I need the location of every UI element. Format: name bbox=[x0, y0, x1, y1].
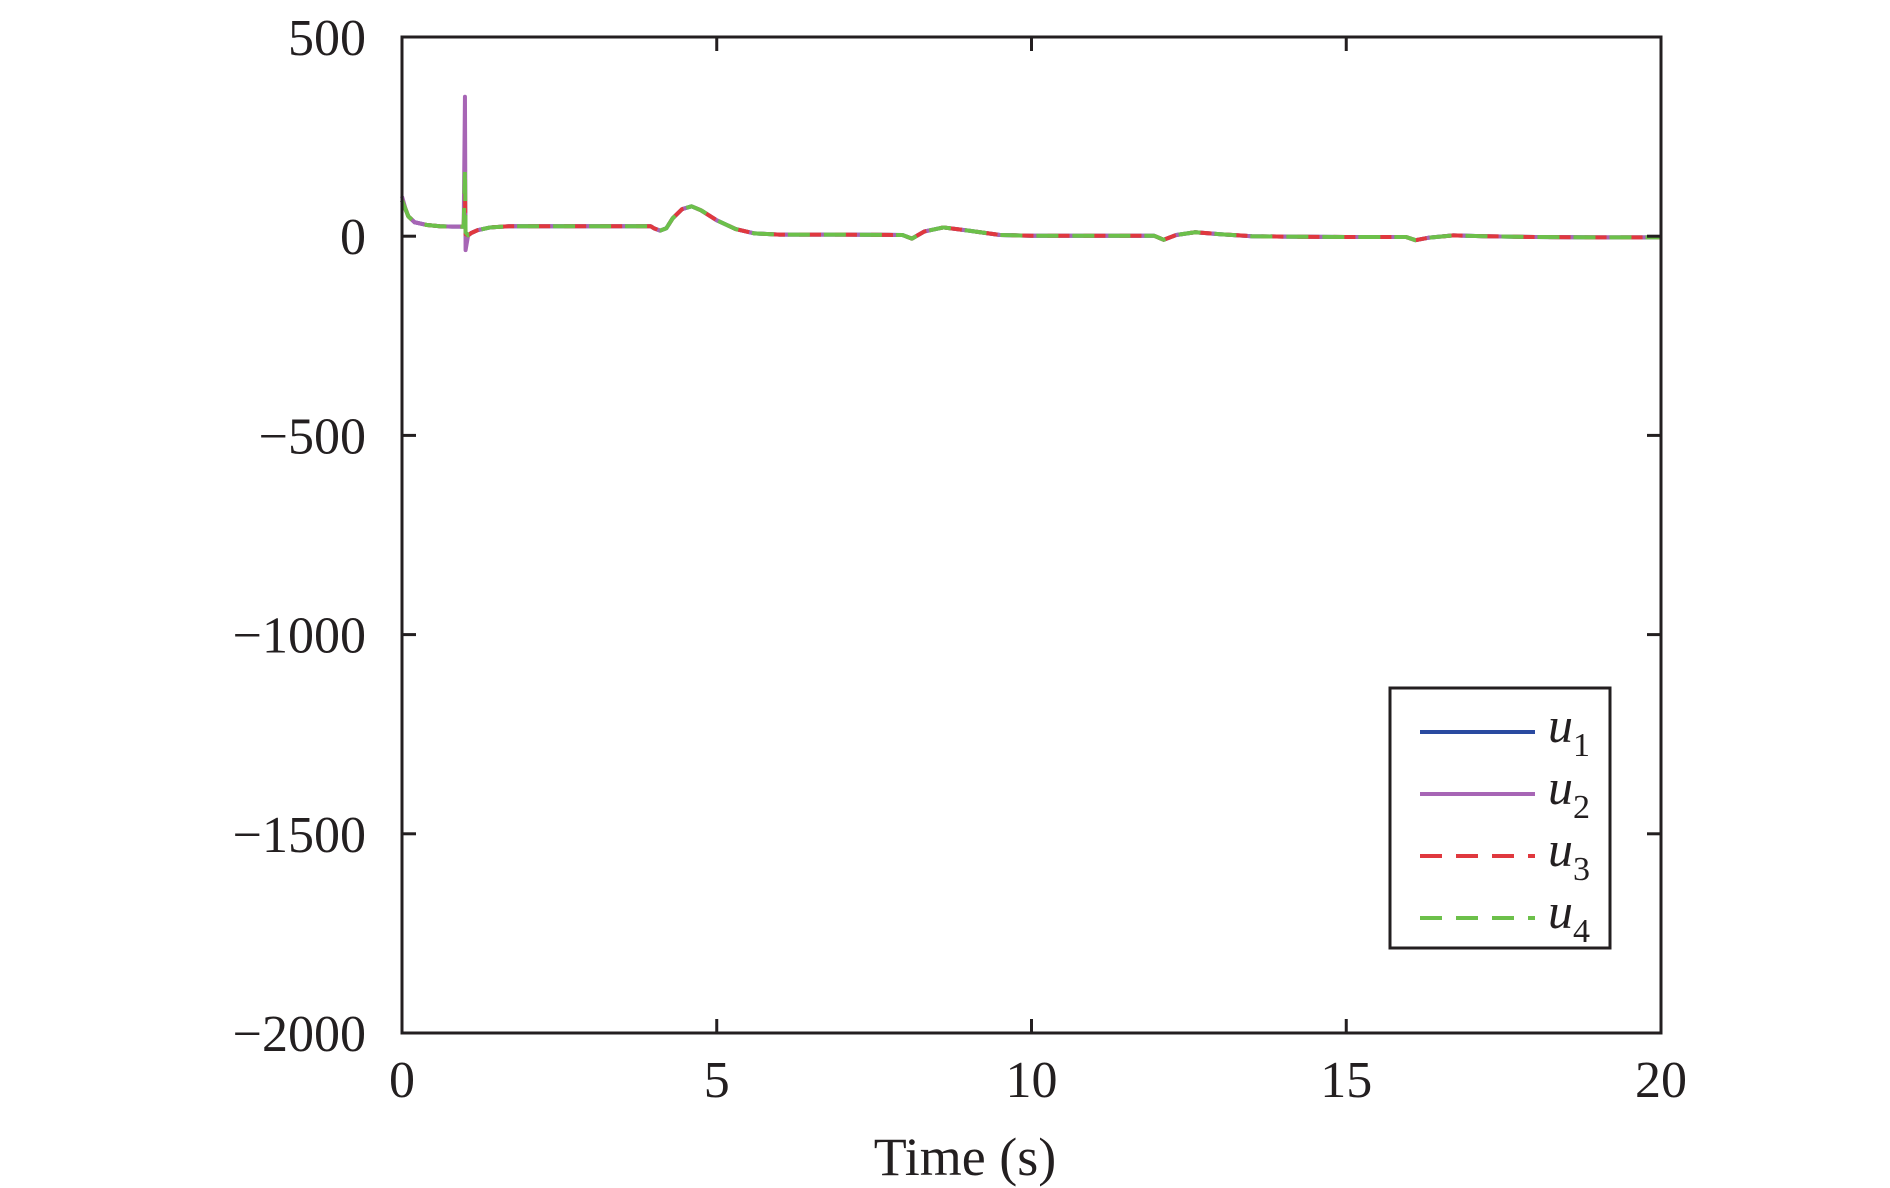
x-tick-label: 0 bbox=[389, 1052, 415, 1109]
y-tick-label: 0 bbox=[340, 209, 366, 266]
x-axis-ticks: 0 5 10 15 20 bbox=[389, 37, 1687, 1109]
series-line-u4 bbox=[400, 166, 1661, 243]
legend-label-u1: u1 bbox=[1548, 697, 1590, 764]
legend-label-u2: u2 bbox=[1548, 759, 1590, 826]
y-tick-label: −1500 bbox=[233, 807, 366, 864]
x-tick-label: 5 bbox=[704, 1052, 730, 1109]
x-tick-label: 15 bbox=[1320, 1052, 1372, 1109]
y-tick-label: −1000 bbox=[233, 608, 366, 665]
legend-label-u4: u4 bbox=[1548, 883, 1590, 950]
y-tick-label: −2000 bbox=[233, 1006, 366, 1063]
series-layer bbox=[400, 94, 1661, 253]
x-axis-label: Time (s) bbox=[874, 1127, 1057, 1187]
legend-label-u3: u3 bbox=[1548, 821, 1590, 888]
x-tick-label: 20 bbox=[1635, 1052, 1687, 1109]
series-line-u3 bbox=[400, 190, 1661, 243]
y-tick-label: −500 bbox=[259, 408, 366, 465]
x-tick-label: 10 bbox=[1006, 1052, 1058, 1109]
y-axis-ticks: 500 0 −500 −1000 −1500 −2000 bbox=[233, 10, 1661, 1063]
y-tick-label: 500 bbox=[288, 10, 366, 67]
